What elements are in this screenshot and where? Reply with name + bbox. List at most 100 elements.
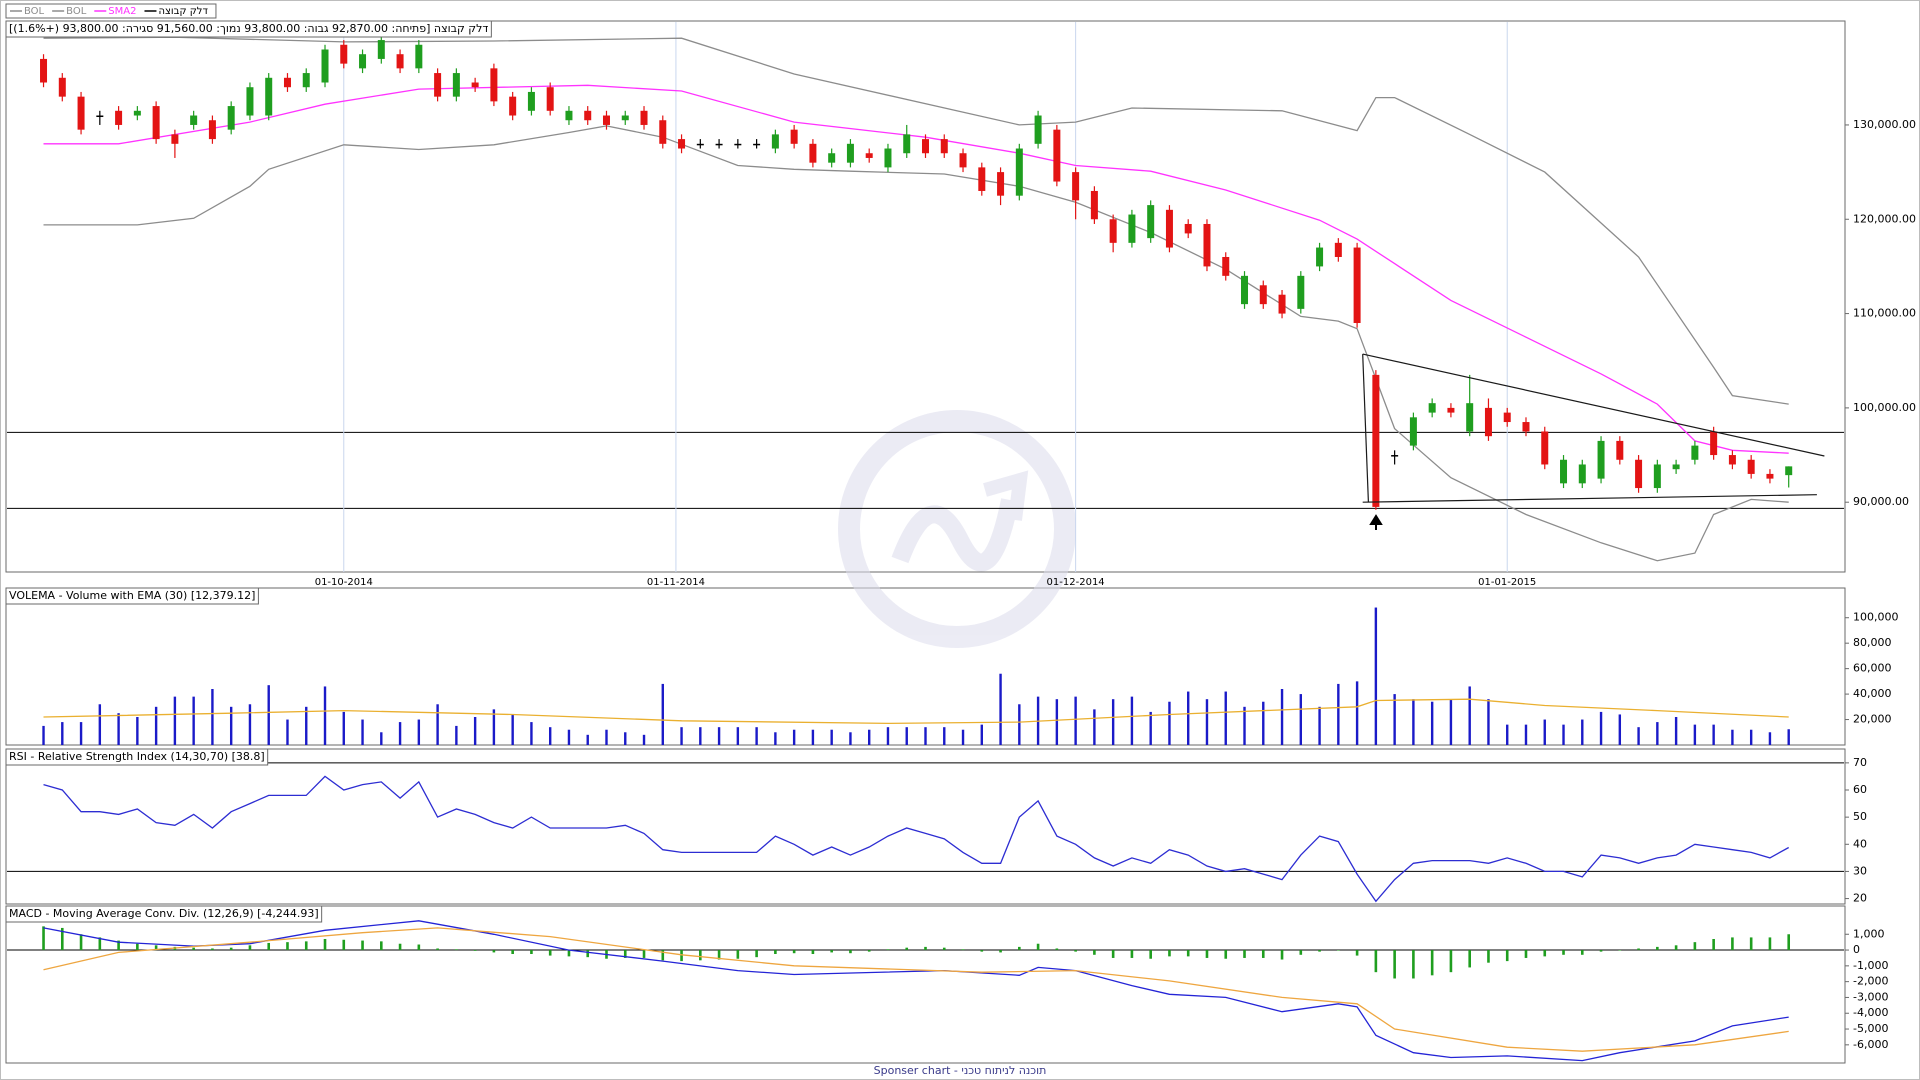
- volume-bar: [736, 727, 740, 745]
- volume-bar: [1111, 699, 1115, 745]
- panel-title-box: [5, 748, 269, 766]
- y-tick-label: 130,000.00: [1853, 118, 1916, 131]
- candle-body: [809, 143, 817, 163]
- y-tick-label: -2,000: [1853, 975, 1888, 988]
- volume-bar: [1074, 696, 1077, 745]
- volume-bar: [1130, 696, 1134, 745]
- volume-bar: [755, 727, 758, 745]
- rsi-panel: [5, 748, 1846, 905]
- candle-body: [415, 44, 423, 69]
- price-panel: [5, 20, 1846, 573]
- y-tick-label: 80,000: [1853, 636, 1892, 649]
- candle-body: [621, 115, 629, 121]
- candle-body: [1635, 459, 1643, 489]
- volume-bar: [286, 719, 289, 745]
- macd-histogram-bar: [211, 948, 214, 951]
- y-tick-label: 70: [1853, 756, 1867, 769]
- y-tick-label: 50: [1853, 810, 1867, 823]
- volume-bar: [980, 724, 983, 745]
- macd-histogram-bar: [1731, 937, 1734, 951]
- volume-bar: [792, 729, 796, 745]
- macd-histogram-bar: [1243, 950, 1246, 958]
- macd-histogram-bar: [849, 950, 852, 954]
- macd-histogram-bar: [1374, 950, 1378, 973]
- volume-bar: [267, 685, 270, 745]
- candle-body: [1147, 205, 1155, 239]
- candle-body: [1259, 285, 1267, 305]
- volume-bar: [1637, 727, 1640, 745]
- volume-bar: [1712, 724, 1715, 745]
- candle-body: [771, 134, 779, 149]
- macd-panel: [5, 905, 1846, 1064]
- volume-bar: [886, 727, 890, 745]
- volume-bar: [323, 686, 327, 745]
- macd-histogram-bar: [1261, 950, 1265, 958]
- macd-histogram-bar: [1299, 950, 1303, 955]
- rsi-line: [43, 775, 1790, 903]
- y-tick-label: 1,000: [1853, 927, 1885, 940]
- macd-histogram-bar: [417, 944, 421, 951]
- volume-bar: [61, 722, 64, 745]
- macd-histogram-bar: [1280, 950, 1284, 960]
- candle-body: [696, 143, 704, 146]
- volume-bar: [567, 729, 571, 745]
- candle-body: [77, 96, 85, 130]
- candle-body: [1691, 445, 1699, 460]
- candle-body: [246, 87, 254, 116]
- volume-bar: [211, 689, 214, 745]
- macd-histogram-bar: [980, 950, 984, 952]
- candle-body: [753, 143, 761, 146]
- candle-body: [115, 110, 123, 125]
- volume-bar: [1374, 607, 1378, 745]
- volume-bar: [305, 706, 308, 745]
- panel-title-box: [5, 905, 323, 923]
- candle-body: [1710, 431, 1718, 456]
- macd-histogram-bar: [567, 950, 571, 957]
- volume-bar: [136, 717, 139, 745]
- candle-body: [1184, 223, 1192, 234]
- candle-body: [1728, 455, 1736, 465]
- candle-body: [1766, 473, 1774, 479]
- macd-histogram-bar: [304, 941, 308, 951]
- macd-histogram-bar: [286, 942, 289, 951]
- candle-body: [265, 77, 273, 116]
- macd-histogram-bar: [1018, 946, 1021, 951]
- macd-histogram-bar: [79, 934, 83, 951]
- panel-title: MACD - Moving Average Conv. Div. (12,26,…: [9, 907, 319, 920]
- macd-histogram-bar: [1074, 950, 1077, 952]
- volume-bar: [1412, 699, 1415, 745]
- volume-bar: [1430, 701, 1434, 745]
- volume-bar: [1562, 724, 1565, 745]
- candle-body: [1034, 115, 1042, 144]
- volume-bar: [1168, 701, 1171, 745]
- volume-bar: [1693, 724, 1697, 745]
- panel-title: VOLEMA - Volume with EMA (30) [12,379.12…: [9, 589, 255, 602]
- candle-body: [865, 153, 873, 158]
- volume-bar: [1768, 732, 1772, 745]
- volume-bar: [1262, 701, 1265, 745]
- volume-bar: [586, 734, 589, 745]
- volume-bar: [868, 729, 871, 745]
- volume-bar: [961, 729, 965, 745]
- candle-body: [490, 68, 498, 102]
- candle-body: [1222, 256, 1230, 276]
- candle-body: [1503, 412, 1511, 423]
- macd-histogram-bar: [755, 950, 758, 958]
- macd-histogram-bar: [1186, 950, 1190, 957]
- macd-histogram-bar: [98, 937, 102, 951]
- panel-title: RSI - Relative Strength Index (14,30,70)…: [9, 750, 265, 763]
- y-tick-label: 40: [1853, 837, 1867, 850]
- volume-bar: [717, 727, 721, 745]
- legend-label: BOL: [66, 6, 87, 17]
- volume-bar: [248, 704, 252, 745]
- candle-body: [1015, 148, 1023, 196]
- candle-body: [152, 106, 160, 140]
- candle-body: [1053, 129, 1061, 182]
- volume-bar: [79, 722, 83, 745]
- legend-label: דלק קבוצה: [158, 6, 208, 17]
- volume-bar: [42, 725, 45, 745]
- volume-bar: [1149, 711, 1152, 745]
- indicator-line: [43, 36, 1789, 405]
- candle-body: [940, 139, 948, 154]
- trend-line: [1362, 354, 1369, 503]
